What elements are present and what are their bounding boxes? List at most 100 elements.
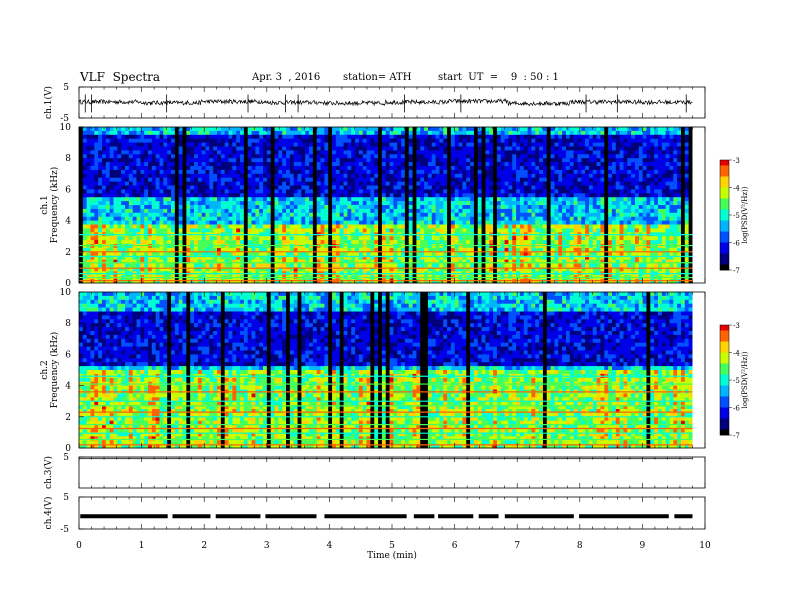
ch1-spectrogram-cell — [232, 158, 237, 163]
ch1-spectrogram-cell — [301, 193, 306, 198]
ch1-spectrogram-cell — [228, 224, 233, 229]
ch1-spectrogram-cell — [148, 267, 153, 272]
ch1-spectrogram-cell — [351, 154, 356, 159]
ch1-spectrogram-cell — [389, 173, 394, 179]
ch1-spectrogram-cell — [447, 142, 452, 147]
ch1-spectrogram-cell — [102, 267, 107, 272]
ch1-spectrogram-cell — [79, 208, 84, 214]
ch1-spectrogram-cell — [197, 150, 203, 155]
ch1-spectrogram-cell — [328, 267, 333, 272]
ch1-spectrogram-cell — [431, 247, 436, 253]
ch1-spectrogram-cell — [293, 224, 298, 229]
ch1-spectrogram-cell — [339, 185, 344, 190]
ch1-spectrogram-cell — [140, 216, 145, 221]
ch1-spectrogram-cell — [493, 224, 498, 229]
ch1-spectrogram-cell — [504, 173, 509, 179]
ch1-spectrogram-cell — [439, 212, 444, 218]
ch1-spectrogram-cell — [328, 181, 333, 186]
ch1-spectrogram-cell — [431, 150, 436, 155]
ch1-spectrogram-cell — [190, 224, 195, 229]
ch1-spectrogram-cell — [408, 251, 413, 257]
ch1-spectrogram-cell — [186, 162, 191, 167]
ch1-spectrogram-cell — [82, 263, 88, 268]
ch1-spectrogram-cell — [366, 189, 371, 194]
ch1-spectrogram-cell — [209, 255, 214, 260]
ch1-spectrogram-cell — [270, 166, 275, 171]
ch1-spectrogram-cell — [328, 247, 333, 253]
ch1-spectrogram-cell — [94, 138, 99, 143]
ch1-spectrogram-cell — [140, 201, 145, 206]
ch1-spectrogram-cell — [427, 158, 433, 163]
ch1-spectrogram-cell — [508, 134, 513, 140]
ch1-spectrogram-cell — [98, 142, 103, 147]
ch1-spectrogram-cell — [496, 255, 502, 260]
ch1-spectrogram-cell — [366, 201, 371, 206]
ch1-spectrogram-cell — [416, 267, 421, 272]
ch1-spectrogram-cell — [289, 142, 295, 147]
ch1-spectrogram-cell — [335, 251, 341, 257]
ch1-spectrogram-cell — [512, 154, 517, 159]
ch1-spectrogram-cell — [535, 255, 540, 260]
ch1-spectrogram-cell — [301, 142, 306, 147]
ch1-spectrogram-cell — [385, 146, 390, 151]
ch1-spectrogram-cell — [527, 181, 532, 186]
ch1-spectrogram-cell — [481, 224, 486, 229]
ch1-spectrogram-cell — [539, 236, 544, 241]
ch1-spectrogram-cell — [171, 138, 176, 143]
ch1-spectrogram-cell — [197, 138, 203, 143]
ch1-spectrogram-cell — [278, 177, 283, 182]
ch1-spectrogram-cell — [243, 247, 249, 253]
ch1-spectrogram-cell — [117, 224, 122, 229]
ch1-spectrogram-cell — [351, 255, 356, 260]
ch1-spectrogram-cell — [171, 216, 176, 221]
ch1-spectrogram-cell — [144, 259, 149, 264]
ch1-spectrogram-cell — [470, 216, 475, 221]
ch1-spectrogram-cell — [86, 158, 91, 163]
ch1-spectrogram-cell — [278, 208, 283, 214]
ch1-spectrogram-cell — [109, 146, 114, 151]
ch1-spectrogram-cell — [174, 228, 180, 233]
ch1-spectrogram-cell — [312, 166, 318, 171]
ch1-spectrogram-cell — [297, 142, 302, 147]
ch1-spectrogram-cell — [412, 185, 417, 190]
ch1-spectrogram-cell — [213, 146, 218, 151]
ch1-spectrogram-cell — [320, 177, 325, 182]
ch1-spectrogram-cell — [259, 220, 264, 225]
ch1-spectrogram-cell — [197, 220, 203, 225]
ch1-spectrogram-cell — [224, 130, 229, 136]
ch1-spectrogram-cell — [496, 142, 502, 147]
ch1-spectrogram-cell — [355, 181, 360, 186]
ch1-spectrogram-cell — [508, 259, 513, 264]
ch1-spectrogram-cell — [232, 205, 237, 210]
ch1-spectrogram-cell — [136, 146, 141, 151]
ch1-spectrogram-cell — [109, 142, 114, 147]
ch1-spectrogram-cell — [105, 212, 111, 218]
ch1-spectrogram-cell — [362, 201, 367, 206]
ch1-spectrogram-cell — [355, 154, 360, 159]
ch1-spectrogram-cell — [79, 224, 84, 229]
ch1-spectrogram-cell — [339, 205, 344, 210]
ch1-spectrogram-cell — [171, 150, 176, 155]
ch1-spectrogram-cell — [266, 236, 272, 241]
ch1-spectrogram-cell — [508, 251, 513, 257]
ch1-spectrogram-cell — [266, 146, 272, 151]
ch1-spectrogram-cell — [159, 193, 164, 198]
ch1-spectrogram-cell — [389, 201, 394, 206]
ch1-spectrogram-cell — [466, 127, 471, 132]
ch1-spectrogram-cell — [316, 150, 321, 155]
ch1-spectrogram-cell — [220, 154, 226, 159]
ch1-spectrogram-cell — [370, 263, 375, 268]
ch1-spectrogram-cell — [404, 216, 410, 221]
ch1-spectrogram-cell — [370, 259, 375, 264]
ch1-spectrogram-cell — [125, 255, 130, 260]
ch1-spectrogram-cell — [458, 181, 463, 186]
ch1-spectrogram-cell — [477, 251, 482, 257]
ch1-spectrogram-cell — [209, 162, 214, 167]
ch1-spectrogram-cell — [113, 146, 118, 151]
ch1-spectrogram-cell — [247, 236, 252, 241]
ch1-spectrogram-cell — [113, 251, 118, 257]
ch1-spectrogram-cell — [209, 197, 214, 202]
ch1-spectrogram-cell — [362, 158, 367, 163]
ch1-spectrogram-cell — [232, 154, 237, 159]
ch1-spectrogram-cell — [228, 127, 233, 132]
